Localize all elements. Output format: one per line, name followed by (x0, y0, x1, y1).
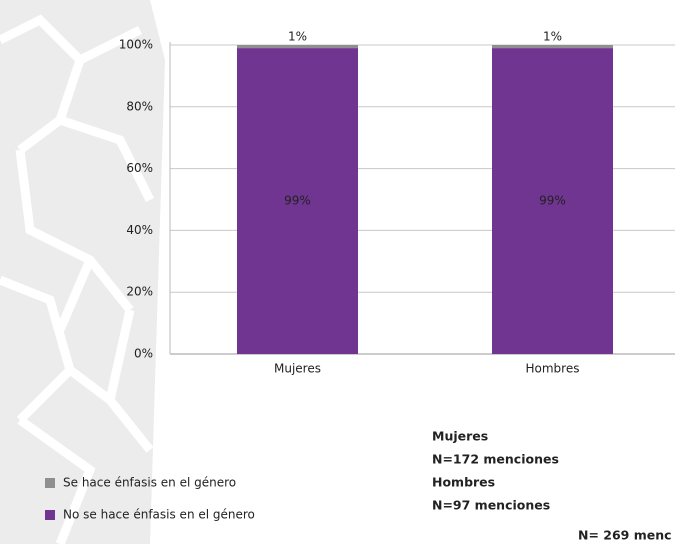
value-label: 99% (539, 194, 566, 208)
y-tick-label: 0% (134, 347, 153, 361)
value-label: 1% (543, 30, 562, 44)
value-label: 99% (284, 194, 311, 208)
y-tick-label: 100% (119, 38, 153, 52)
legend-swatch (45, 510, 55, 520)
bar-segment (492, 45, 613, 49)
value-label: 1% (288, 30, 307, 44)
bar-segment (237, 48, 358, 355)
bar-segment (492, 48, 613, 355)
bar-segment (237, 45, 358, 49)
legend-label: No se hace énfasis en el género (63, 508, 255, 522)
y-tick-label: 60% (126, 161, 153, 175)
y-tick-label: 20% (126, 285, 153, 299)
annotation: N= 269 menc (578, 528, 672, 543)
y-tick-label: 80% (126, 99, 153, 113)
x-tick-label: Hombres (526, 362, 580, 376)
annotation: Hombres (432, 475, 495, 490)
y-tick-label: 40% (126, 223, 153, 237)
annotation: N=172 menciones (432, 452, 559, 467)
legend-swatch (45, 478, 55, 488)
annotation: N=97 menciones (432, 498, 550, 513)
legend-label: Se hace énfasis en el género (63, 476, 236, 490)
background-pattern (0, 0, 165, 544)
annotation: Mujeres (432, 429, 488, 444)
x-tick-label: Mujeres (274, 362, 321, 376)
